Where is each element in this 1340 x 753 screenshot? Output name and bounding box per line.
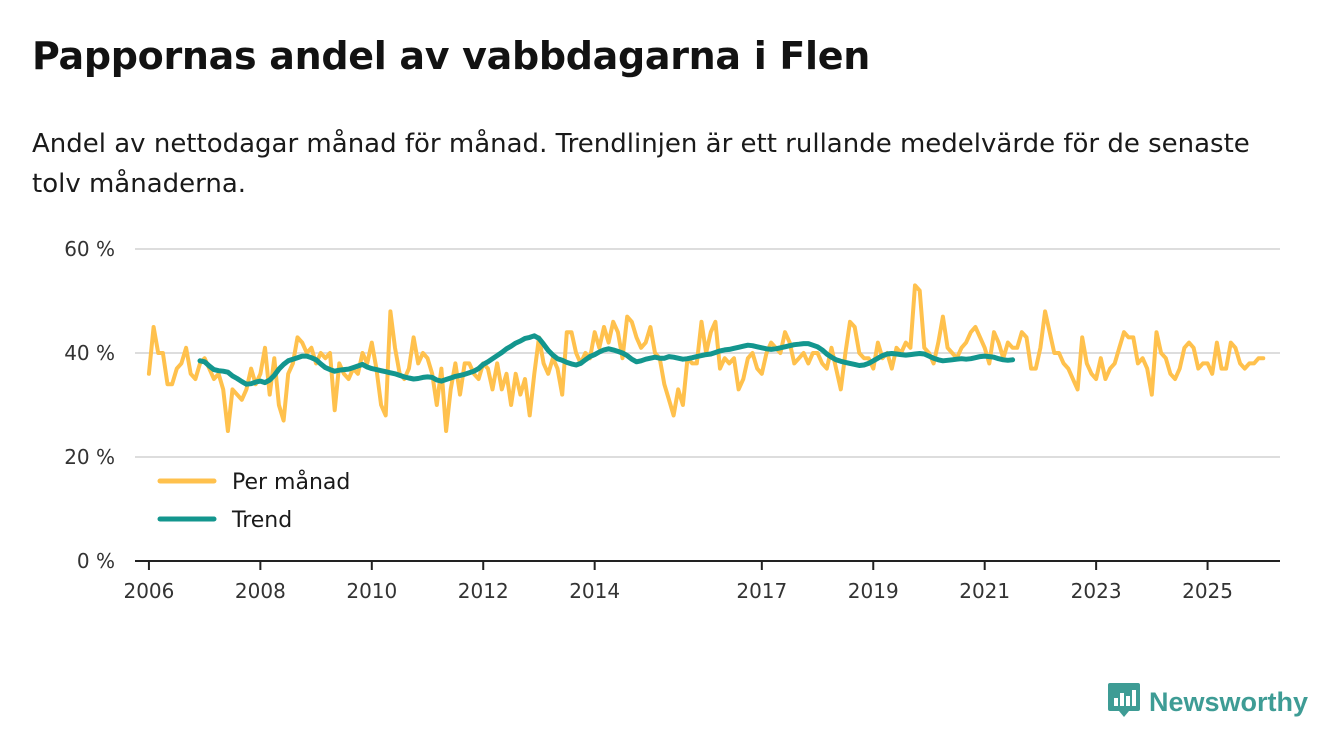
legend-label-trend: Trend bbox=[231, 508, 292, 533]
chart-subtitle: Andel av nettodagar månad för månad. Tre… bbox=[32, 129, 1250, 199]
series-line-trend bbox=[197, 333, 1016, 387]
x-tick-label: 2021 bbox=[959, 579, 1010, 603]
series-lines bbox=[146, 283, 1266, 433]
x-tick-label: 2010 bbox=[346, 579, 397, 603]
chart-title: Pappornas andel av vabbdagarna i Flen bbox=[32, 34, 870, 78]
y-tick-label: 0 % bbox=[77, 549, 115, 573]
legend: Per månad Trend bbox=[157, 469, 350, 533]
newsworthy-chart-bubble-icon bbox=[1107, 681, 1141, 723]
y-tick-label: 40 % bbox=[64, 341, 115, 365]
x-tick-label: 2006 bbox=[123, 579, 174, 603]
x-tick-label: 2017 bbox=[736, 579, 787, 603]
x-tick-label: 2008 bbox=[235, 579, 286, 603]
y-axis-ticks: 0 % 20 % 40 % 60 % bbox=[64, 237, 115, 573]
x-tick-label: 2025 bbox=[1182, 579, 1233, 603]
brand-name: Newsworthy bbox=[1148, 686, 1308, 717]
newsworthy-logo: Newsworthy bbox=[1107, 681, 1308, 723]
x-tick-label: 2023 bbox=[1071, 579, 1122, 603]
x-tick-label: 2019 bbox=[848, 579, 899, 603]
x-tick-label: 2012 bbox=[458, 579, 509, 603]
y-tick-label: 60 % bbox=[64, 237, 115, 261]
y-tick-label: 20 % bbox=[64, 445, 115, 469]
x-axis: 2006 2008 2010 2012 2014 2017 2019 2021 2023 2025 bbox=[123, 560, 1280, 603]
legend-label-per-manad: Per månad bbox=[232, 469, 350, 495]
x-tick-label: 2014 bbox=[569, 579, 620, 603]
